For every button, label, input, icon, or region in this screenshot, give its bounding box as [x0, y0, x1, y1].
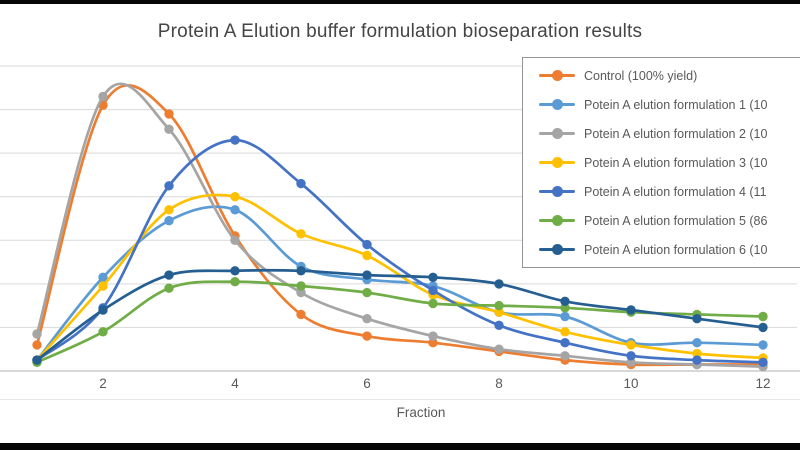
data-point [230, 235, 240, 245]
data-point [98, 91, 108, 102]
data-point [626, 351, 636, 361]
data-point [692, 338, 702, 348]
data-point [626, 340, 636, 350]
chart-title: Protein A Elution buffer formulation bio… [157, 21, 643, 42]
data-point [428, 272, 438, 282]
data-point [296, 281, 306, 291]
data-point [692, 355, 702, 365]
x-tick-label: 10 [623, 376, 638, 391]
data-point [32, 340, 42, 350]
legend-label: Potein A elution formulation 2 (10 [584, 126, 768, 141]
data-point [560, 351, 570, 361]
data-point [758, 340, 768, 350]
legend-marker-icon [539, 244, 575, 255]
x-tick-label: 12 [755, 376, 770, 391]
legend-label: Potein A elution formulation 1 (10 [584, 97, 768, 112]
data-point [494, 320, 504, 330]
x-axis-title: Fraction [397, 405, 446, 420]
data-point [32, 329, 42, 339]
legend-label: Potein A elution formulation 3 (10 [584, 155, 768, 170]
data-point [428, 331, 438, 341]
data-point [626, 357, 636, 367]
legend-marker-icon [539, 186, 575, 197]
data-point [362, 331, 372, 341]
legend: Control (100% yield) Potein A elution for… [522, 57, 800, 268]
data-point [164, 124, 174, 134]
data-point [560, 296, 570, 306]
data-point [98, 272, 108, 282]
data-point [296, 287, 306, 298]
data-point [494, 307, 504, 317]
legend-label: Potein A elution formulation 4 (11 [584, 184, 767, 199]
top-black-bar [0, 0, 800, 4]
data-point [164, 109, 174, 119]
data-point [362, 287, 372, 298]
x-tick-label: 8 [495, 376, 503, 391]
series-line-7 [35, 268, 765, 362]
data-point [230, 277, 240, 287]
x-tick-label: 6 [363, 376, 371, 391]
data-point [164, 270, 174, 280]
legend-label: Control (100% yield) [584, 68, 698, 83]
data-point [98, 305, 108, 315]
legend-marker-icon [539, 128, 575, 139]
data-point [362, 270, 372, 280]
data-point [164, 205, 174, 215]
data-point [230, 192, 240, 202]
data-point [758, 311, 768, 322]
data-point [362, 314, 372, 324]
data-point [230, 266, 240, 276]
data-point [560, 311, 570, 322]
data-point [296, 266, 306, 276]
bottom-black-bar [0, 443, 800, 450]
x-tick-label: 4 [231, 376, 239, 391]
legend-marker-icon [539, 70, 575, 81]
series-line-6 [35, 280, 765, 364]
legend-item-2: Potein A elution formulation 1 (10 [539, 90, 800, 119]
data-point [296, 178, 306, 189]
data-point [560, 338, 570, 348]
data-point [230, 205, 240, 215]
data-point [428, 285, 438, 296]
legend-item-5: Potein A elution formulation 4 (11 [539, 177, 800, 206]
data-point [164, 283, 174, 293]
data-point [362, 250, 372, 261]
data-point [428, 298, 438, 309]
data-point [758, 322, 768, 333]
legend-marker-icon [539, 99, 575, 110]
data-point [692, 314, 702, 324]
data-point [32, 355, 42, 365]
data-point [560, 303, 570, 313]
legend-item-1: Control (100% yield) [539, 61, 800, 90]
data-point [560, 327, 570, 337]
data-point [626, 305, 636, 315]
data-point [164, 181, 174, 191]
data-point [98, 327, 108, 337]
legend-label: Potein A elution formulation 6 (10 [584, 242, 768, 257]
legend-item-7: Potein A elution formulation 6 (10 [539, 235, 800, 264]
data-point [98, 281, 108, 291]
data-point [230, 135, 240, 145]
data-point [296, 309, 306, 320]
data-point [164, 216, 174, 226]
data-point [692, 348, 702, 359]
data-point [494, 300, 504, 311]
legend-label: Potein A elution formulation 5 (86 [584, 213, 768, 228]
data-point [758, 357, 768, 367]
data-point [494, 344, 504, 354]
legend-item-3: Potein A elution formulation 2 (10 [539, 119, 800, 148]
x-tick-label: 2 [99, 376, 107, 391]
data-point [296, 229, 306, 239]
data-point [428, 338, 438, 348]
data-point [362, 239, 372, 250]
legend-item-6: Potein A elution formulation 5 (86 [539, 206, 800, 235]
legend-marker-icon [539, 157, 575, 168]
data-point [494, 279, 504, 289]
legend-marker-icon [539, 215, 575, 226]
legend-item-4: Potein A elution formulation 3 (10 [539, 148, 800, 177]
